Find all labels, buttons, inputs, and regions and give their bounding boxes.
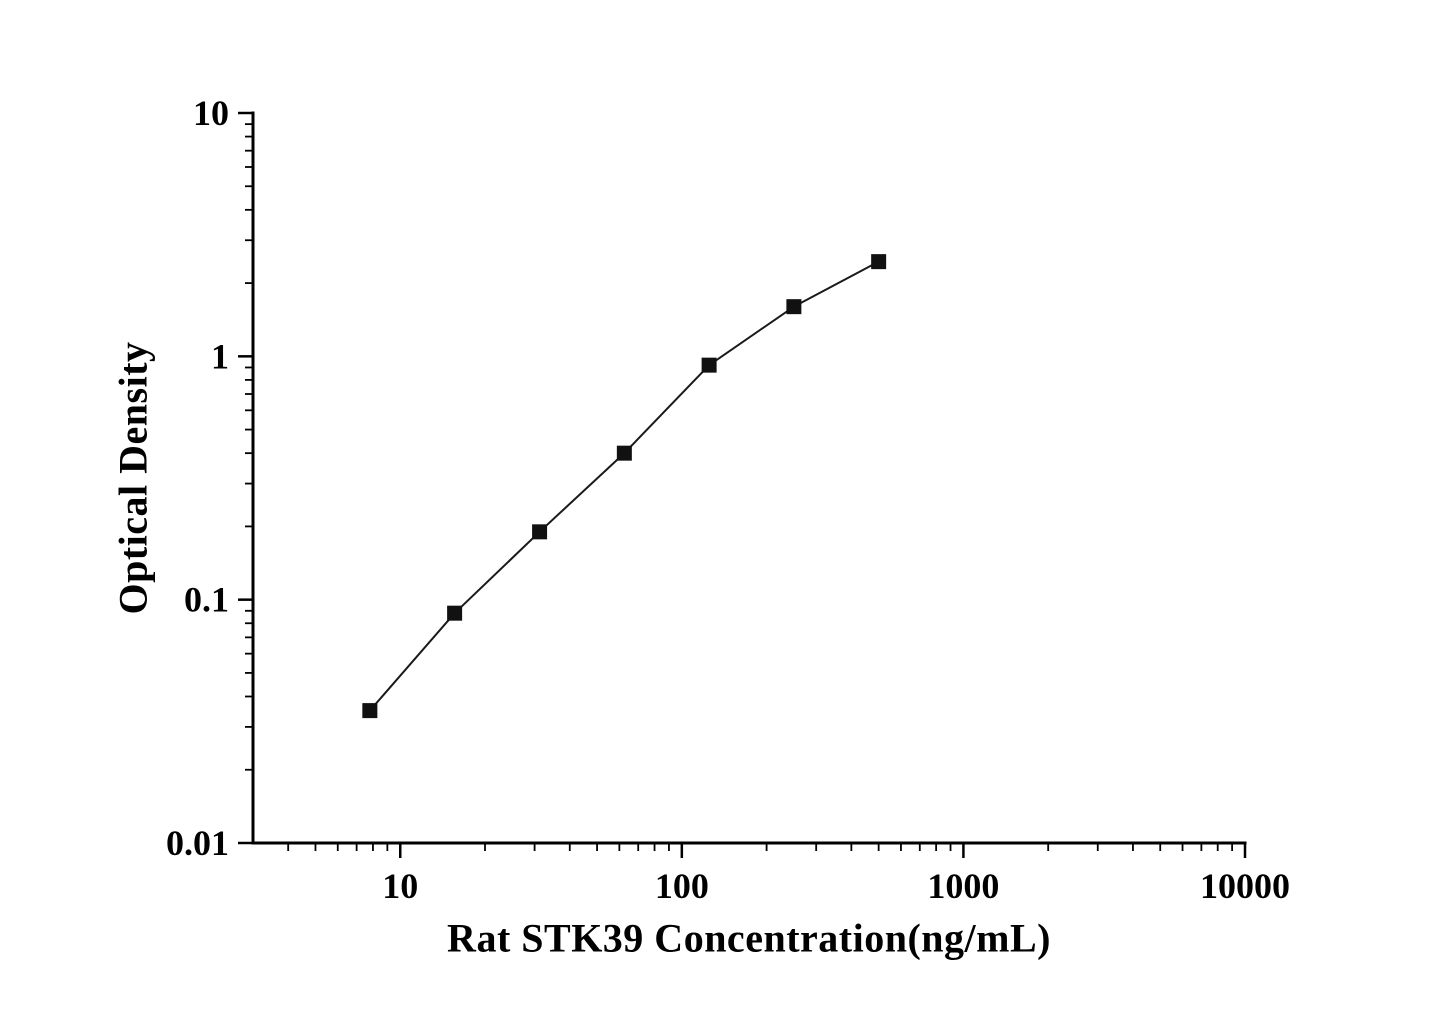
data-point-marker xyxy=(532,524,548,540)
data-line xyxy=(369,260,880,712)
y-tick-label: 0.1 xyxy=(184,580,229,620)
data-point-marker xyxy=(362,703,378,719)
y-tick-label: 10 xyxy=(193,93,229,133)
data-point-marker xyxy=(871,254,887,270)
data-point-marker xyxy=(447,605,463,621)
data-point-marker xyxy=(616,445,632,461)
y-axis-label: Optical Density xyxy=(110,341,156,615)
y-tick-label: 1 xyxy=(211,336,229,376)
x-tick-label: 10000 xyxy=(1200,866,1290,906)
y-tick-label: 0.01 xyxy=(166,823,229,863)
data-point-marker xyxy=(786,299,802,315)
data-point-marker xyxy=(701,357,717,373)
x-tick-label: 1000 xyxy=(927,866,999,906)
x-tick-label: 10 xyxy=(382,866,418,906)
axes xyxy=(251,111,1247,845)
x-axis-label: Rat STK39 Concentration(ng/mL) xyxy=(447,915,1051,961)
x-tick-label: 100 xyxy=(655,866,709,906)
